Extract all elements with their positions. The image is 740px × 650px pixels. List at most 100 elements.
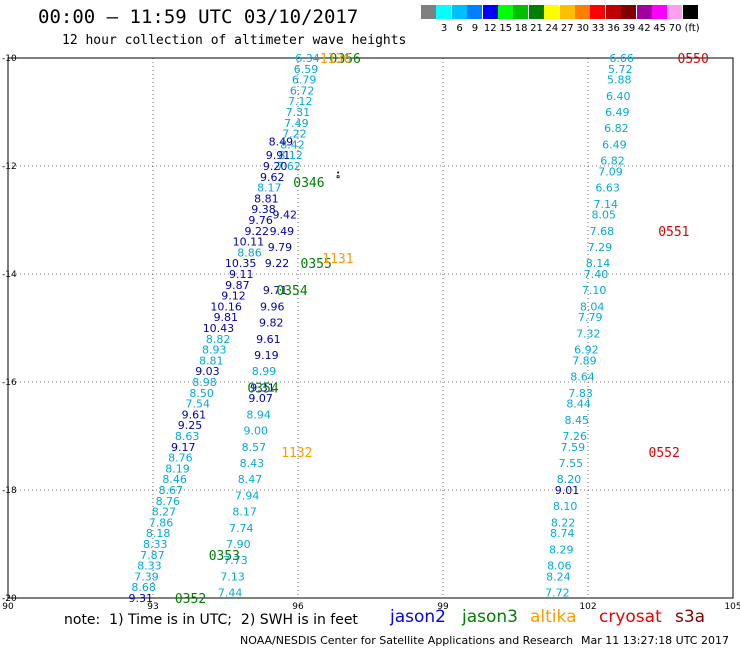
swh-label: 8.33 [137,560,162,573]
swh-label: 9.71 [263,284,288,297]
swh-label: 9.31 [129,592,154,605]
swh-label: 9.11 [229,268,254,281]
legend-swatch [652,5,667,19]
lat-tick-label: -10 [2,54,17,64]
legend-label: 70 [668,23,682,34]
lon-tick-label: 93 [147,602,158,612]
swh-label: 7.49 [284,117,309,130]
swh-label: 6.59 [294,63,319,76]
swh-label: 7.44 [218,587,243,600]
legend-swatch [467,5,483,19]
swh-label: 8.43 [240,457,265,470]
island-mark [337,171,340,174]
swh-label: 7.83 [568,387,593,400]
swh-label: 7.90 [226,538,251,551]
swh-label: 8.99 [252,365,277,378]
pass-time-label: 0354 [247,381,278,396]
swh-label: 9.07 [248,392,273,405]
legend-label: 18 [514,23,528,34]
swh-label: 7.73 [223,554,248,567]
swh-label: 9.12 [221,290,246,303]
credit-text: NOAA/NESDIS Center for Satellite Applica… [240,634,574,647]
lon-tick-label: 90 [2,602,14,612]
swh-label: 8.50 [189,387,214,400]
lon-tick-label: 105 [724,602,740,612]
swh-label: 8.49 [269,136,294,149]
swh-label: 9.01 [555,484,580,497]
swh-label: 9.91 [266,149,291,162]
legend-label: 36 [607,23,620,34]
legend-label: 12 [483,23,497,34]
lat-tick-label: -20 [2,594,17,604]
swh-label: 8.17 [232,506,257,519]
swh-label: 7.31 [286,106,311,119]
swh-label: 7.74 [229,522,254,535]
lat-tick-label: -16 [2,378,17,388]
swh-label: 10.11 [233,236,265,249]
legend-label: 21 [530,23,543,34]
lon-tick-label: 102 [579,602,596,612]
pass-time-label: 0550 [678,52,709,67]
swh-label: 8.12 [278,149,303,162]
lat-tick-label: -14 [2,270,17,280]
legend-swatch [513,5,529,19]
swh-label: 7.68 [590,225,615,238]
swh-label: 9.20 [263,160,288,173]
swh-label: 9.00 [244,425,269,438]
legend-swatch [559,5,575,19]
swh-label: 7.22 [282,128,307,141]
swh-label: 10.43 [203,322,235,335]
legend-swatch [482,5,498,19]
swh-label: 8.81 [254,192,279,205]
swh-label: 8.10 [553,500,578,513]
swh-label: 9.87 [225,279,250,292]
pass-time-label: 0353 [209,549,240,564]
swh-label: 8.63 [175,430,200,443]
legend-unit: (ft) [684,23,700,34]
swh-label: 6.79 [292,74,317,87]
swh-label: 8.76 [168,452,193,465]
pass-time-label: 1132 [281,446,312,461]
swh-label: 9.76 [248,214,273,227]
legend-label: 6 [456,23,463,34]
legend-swatch [621,5,637,19]
swh-label: 6.49 [605,106,630,119]
swh-label: 9.81 [214,311,239,324]
legend-swatch [421,5,436,19]
swh-label: 7.29 [588,241,613,254]
swh-label: 6.82 [600,155,625,168]
swh-label: 8.47 [238,473,263,486]
swh-label: 5.88 [607,74,632,87]
swh-label: 9.03 [195,365,220,378]
swh-label: 8.64 [570,371,595,384]
swh-label: 9.82 [259,317,284,330]
legend-label: 33 [591,23,605,34]
swh-label: 8.24 [546,570,571,583]
swh-label: 9.22 [245,225,270,238]
pass-time-label: 1136 [320,52,351,67]
pass-time-label: 0352 [175,592,206,607]
pass-time-label: 0355 [301,257,332,272]
swh-label: 8.67 [158,484,183,497]
swh-label: 7.12 [288,95,313,108]
swh-label: 8.33 [143,538,168,551]
swh-label: 5.72 [608,63,633,76]
legend-label: 15 [499,23,513,34]
pass-time-label: 0551 [658,225,689,240]
chart-subtitle: 12 hour collection of altimeter wave hei… [62,33,407,48]
swh-label: 6.63 [595,182,620,195]
swh-label: 8.82 [206,333,231,346]
legend-swatch [436,5,452,19]
pass-time-label: 1131 [322,252,353,267]
swh-label: 8.98 [192,376,217,389]
legend-swatch [498,5,513,19]
swh-label: 10.16 [210,300,242,313]
lon-tick-label: 99 [437,602,449,612]
swh-label: 7.09 [598,165,623,178]
swh-label: 9.62 [260,171,285,184]
swh-label: 8.22 [551,516,576,529]
sat-cryosat: cryosat [599,607,662,627]
swh-label: 7.54 [186,398,211,411]
swh-label: 9.79 [268,241,293,254]
